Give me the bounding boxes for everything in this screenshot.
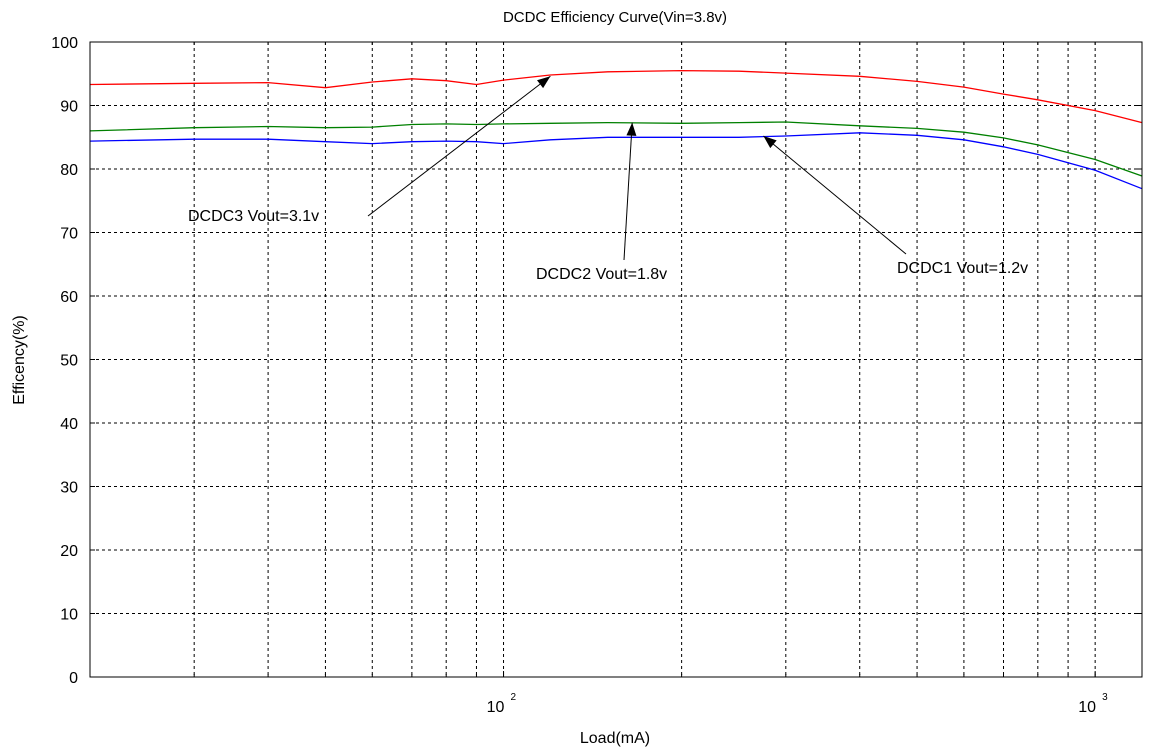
series-line-2	[89, 121, 1143, 177]
y-axis-label: Efficency(%)	[11, 315, 28, 405]
y-tick-label: 20	[60, 543, 78, 560]
y-tick-label: 30	[60, 480, 78, 497]
annotation-arrow-head	[537, 76, 551, 89]
annotation-arrow-line	[623, 122, 633, 261]
series-lines	[89, 69, 1143, 190]
x-tick-labels: 10 2 10 3	[89, 42, 1108, 716]
grid-lines	[89, 42, 1142, 677]
annotation-label: DCDC1 Vout=1.2v	[897, 260, 1028, 277]
annotations: DCDC3 Vout=3.1v DCDC2 Vout=1.8v DCDC1 Vout…	[188, 75, 1028, 283]
x-tick-exponent: 2	[511, 692, 517, 703]
annotation-arrow-line	[763, 135, 907, 255]
y-tick-label: 40	[60, 416, 78, 433]
annotation-label: DCDC3 Vout=3.1v	[188, 208, 319, 225]
y-tick-label: 70	[60, 226, 78, 243]
y-tick-label: 60	[60, 289, 78, 306]
y-tick-label: 50	[60, 353, 78, 370]
annotation-arrow-head	[626, 122, 637, 136]
x-tick-exponent: 3	[1102, 692, 1108, 703]
annotation-label: DCDC2 Vout=1.8v	[536, 266, 667, 283]
chart-title: DCDC Efficiency Curve(Vin=3.8v)	[503, 9, 727, 26]
series-line-1	[89, 69, 1143, 124]
annotation-arrow-line	[367, 75, 551, 217]
y-tick-label: 90	[60, 99, 78, 116]
y-tick-label: 100	[51, 35, 78, 52]
y-tick-label: 80	[60, 162, 78, 179]
y-tick-label: 10	[60, 607, 78, 624]
y-tick-labels: 0 10 20 30 40 50 60 70 80 90 100	[51, 35, 1142, 687]
annotation-arrow-head	[763, 135, 777, 149]
x-axis-label: Load(mA)	[580, 730, 650, 747]
x-tick-label: 10	[487, 699, 505, 716]
y-tick-label: 0	[69, 670, 78, 687]
x-tick-label: 10	[1078, 699, 1096, 716]
series-line-3	[89, 132, 1143, 190]
